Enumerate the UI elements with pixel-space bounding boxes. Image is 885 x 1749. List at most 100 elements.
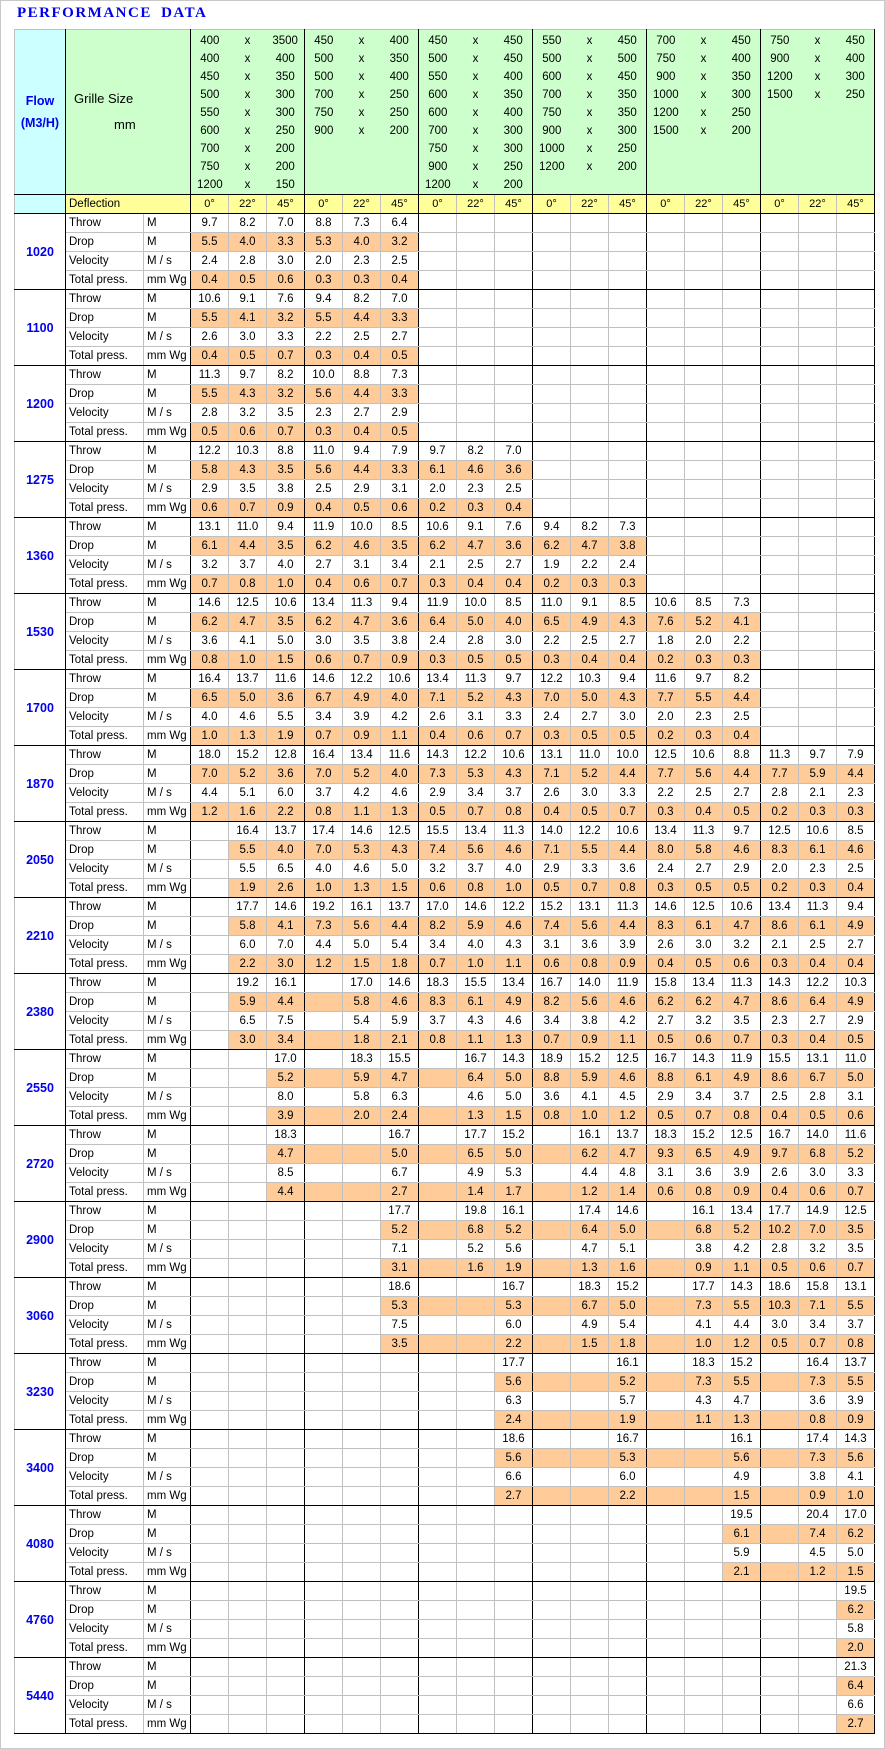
cell bbox=[684, 1486, 723, 1506]
grille-size-x: x bbox=[814, 89, 821, 101]
cell: 13.4 bbox=[342, 745, 381, 765]
cell: 2.5 bbox=[760, 1087, 799, 1107]
cell: 2.2 bbox=[646, 783, 685, 803]
flow-value: 1700 bbox=[14, 669, 66, 746]
row-label: Drop bbox=[65, 916, 144, 936]
cell bbox=[266, 1258, 305, 1278]
table-row: Velocity M / s 5.9 4.5 5.0 bbox=[15, 1543, 875, 1563]
cell bbox=[494, 1524, 533, 1544]
cell: 1.5 bbox=[836, 1562, 875, 1582]
grille-size-x: x bbox=[700, 53, 707, 65]
cell: 7.0 bbox=[798, 1220, 837, 1240]
cell: 14.3 bbox=[684, 1049, 723, 1069]
cell: 3.3 bbox=[266, 327, 305, 347]
grille-size-width: 500 bbox=[314, 53, 334, 65]
cell: 1.2 bbox=[722, 1334, 761, 1354]
cell: 5.5 bbox=[836, 1296, 875, 1316]
cell: 4.3 bbox=[608, 612, 647, 632]
table-row: 2210 Throw M 17.7 14.6 19.2 16.1 13.7 17.0 14.6 12… bbox=[14, 897, 875, 974]
cell bbox=[228, 1448, 267, 1468]
cell bbox=[836, 688, 875, 708]
cell bbox=[266, 1353, 305, 1373]
cell bbox=[304, 1125, 343, 1145]
cell: 5.2 bbox=[342, 764, 381, 784]
grille-size: 600 x 450 bbox=[534, 68, 646, 86]
cell: 17.7 bbox=[456, 1125, 495, 1145]
row-label: Total press. bbox=[65, 954, 144, 974]
cell: 2.4 bbox=[532, 707, 571, 727]
grille-size-width: 750 bbox=[428, 143, 448, 155]
row-unit: M bbox=[143, 688, 191, 708]
row-unit: M bbox=[143, 1125, 191, 1145]
cell bbox=[684, 270, 723, 290]
row-unit: mm Wg bbox=[143, 1334, 191, 1354]
cell: 4.7 bbox=[570, 536, 609, 556]
cell: 2.3 bbox=[760, 1011, 799, 1031]
row-unit: mm Wg bbox=[143, 1106, 191, 1126]
grille-size-height: 400 bbox=[503, 71, 523, 83]
cell: 0.5 bbox=[494, 650, 533, 670]
cell bbox=[304, 1429, 343, 1449]
cell bbox=[456, 1277, 495, 1297]
cell: 3.3 bbox=[570, 859, 609, 879]
cell: 11.3 bbox=[608, 897, 647, 917]
cell: 3.0 bbox=[798, 1163, 837, 1183]
cell: 7.7 bbox=[646, 764, 685, 784]
cell: 13.4 bbox=[456, 821, 495, 841]
cell: 1.5 bbox=[342, 954, 381, 974]
cell: 3.7 bbox=[836, 1315, 875, 1335]
deflection-angle: 45° bbox=[494, 194, 533, 214]
cell bbox=[684, 441, 723, 461]
cell: 1.0 bbox=[266, 574, 305, 594]
cell bbox=[532, 1619, 571, 1639]
cell bbox=[190, 1049, 229, 1069]
cell bbox=[684, 327, 723, 347]
cell bbox=[836, 479, 875, 499]
cell bbox=[418, 1676, 457, 1696]
cell: 7.4 bbox=[798, 1524, 837, 1544]
cell: 11.0 bbox=[532, 593, 571, 613]
cell: 12.5 bbox=[608, 1049, 647, 1069]
table-row: 3230 Throw M 17.7 16.1 18.3 15.2 16.4 13.7 bbox=[14, 1353, 875, 1430]
cell: 13.1 bbox=[532, 745, 571, 765]
grille-size-width: 500 bbox=[314, 71, 334, 83]
cell: 1.6 bbox=[456, 1258, 495, 1278]
cell bbox=[570, 1581, 609, 1601]
row-unit: M / s bbox=[143, 327, 191, 347]
cell bbox=[836, 517, 875, 537]
cell: 9.7 bbox=[228, 365, 267, 385]
cell: 1.4 bbox=[456, 1182, 495, 1202]
cell bbox=[532, 1543, 571, 1563]
row-label: Velocity bbox=[65, 1239, 144, 1259]
cell: 0.7 bbox=[532, 1030, 571, 1050]
cell bbox=[760, 308, 799, 328]
cell: 4.4 bbox=[266, 992, 305, 1012]
cell bbox=[342, 1562, 381, 1582]
cell bbox=[494, 422, 533, 442]
cell bbox=[380, 1505, 419, 1525]
cell bbox=[760, 1353, 799, 1373]
cell: 3.1 bbox=[646, 1163, 685, 1183]
cell: 5.9 bbox=[798, 764, 837, 784]
cell bbox=[722, 1695, 761, 1715]
cell bbox=[228, 1125, 267, 1145]
cell bbox=[532, 1581, 571, 1601]
cell bbox=[190, 897, 229, 917]
grille-size: 1500 x 200 bbox=[648, 122, 760, 140]
cell: 2.1 bbox=[380, 1030, 419, 1050]
cell: 2.0 bbox=[836, 1638, 875, 1658]
cell: 5.0 bbox=[266, 631, 305, 651]
cell: 2.7 bbox=[380, 327, 419, 347]
table-row: Velocity M / s 3.2 3.7 4.0 2.7 3.1 3.4 2.1 2.5 2.7… bbox=[15, 555, 875, 575]
cell bbox=[304, 1391, 343, 1411]
cell: 0.7 bbox=[380, 574, 419, 594]
cell bbox=[836, 593, 875, 613]
deflection-label: Deflection bbox=[65, 194, 191, 214]
cell: 3.1 bbox=[836, 1087, 875, 1107]
cell: 10.3 bbox=[836, 973, 875, 993]
cell: 17.7 bbox=[494, 1353, 533, 1373]
cell: 0.3 bbox=[760, 1030, 799, 1050]
cell bbox=[570, 441, 609, 461]
cell: 18.3 bbox=[342, 1049, 381, 1069]
cell bbox=[380, 1448, 419, 1468]
